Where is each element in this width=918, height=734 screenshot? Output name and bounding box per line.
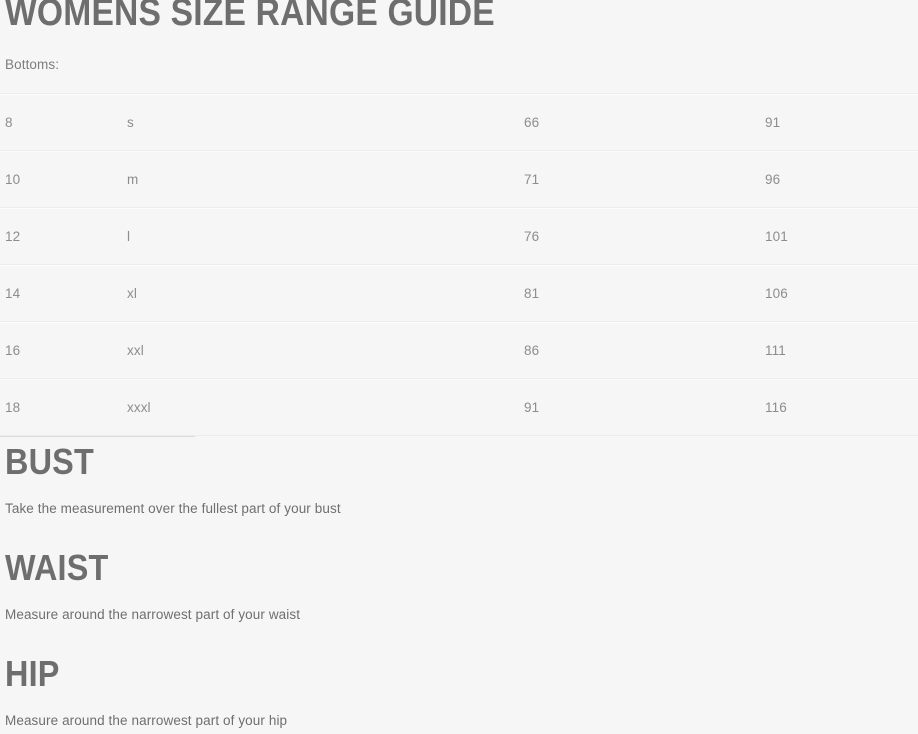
cell-letter: s (126, 93, 523, 151)
page-title: WOMENS SIZE RANGE GUIDE (5, 0, 495, 34)
section-text-hip: Measure around the narrowest part of you… (5, 713, 288, 728)
cell-waist: 76 (523, 207, 764, 265)
section-heading-bust: BUST (5, 441, 94, 482)
section-text-waist: Measure around the narrowest part of you… (5, 607, 301, 622)
cell-size: 12 (0, 207, 126, 265)
cell-waist: 81 (523, 264, 764, 322)
cell-hip: 116 (764, 378, 918, 436)
cell-hip: 111 (764, 321, 918, 379)
cell-waist: 71 (523, 150, 764, 208)
cell-letter: l (126, 207, 523, 265)
cell-hip: 96 (764, 150, 918, 208)
table-row: 18 xxxl 91 116 (0, 378, 918, 436)
table-row: 8 s 66 91 (0, 93, 918, 151)
table-row: 12 l 76 101 (0, 207, 918, 265)
table-row: 10 m 71 96 (0, 150, 918, 208)
section-heading-hip: HIP (5, 653, 60, 694)
table-row: 16 xxl 86 111 (0, 321, 918, 379)
table-row: 14 xl 81 106 (0, 264, 918, 322)
size-range-table: 8 s 66 91 10 m 71 96 12 l 76 101 14 xl 8… (0, 93, 918, 436)
cell-waist: 86 (523, 321, 764, 379)
cell-waist: 91 (523, 378, 764, 436)
cell-size: 10 (0, 150, 126, 208)
cell-letter: m (126, 150, 523, 208)
cell-size: 16 (0, 321, 126, 379)
cell-size: 14 (0, 264, 126, 322)
cell-waist: 66 (523, 93, 764, 151)
section-text-bust: Take the measurement over the fullest pa… (5, 501, 341, 516)
table-intro-label: Bottoms: (5, 57, 60, 72)
cell-letter: xxxl (126, 378, 523, 436)
cell-size: 8 (0, 93, 126, 151)
cell-hip: 91 (764, 93, 918, 151)
cell-letter: xl (126, 264, 523, 322)
section-heading-waist: WAIST (5, 547, 109, 588)
size-range-table-body: 8 s 66 91 10 m 71 96 12 l 76 101 14 xl 8… (0, 93, 918, 436)
cell-size: 18 (0, 378, 126, 436)
cell-hip: 101 (764, 207, 918, 265)
cell-letter: xxl (126, 321, 523, 379)
table-bottom-rule (0, 436, 195, 437)
cell-hip: 106 (764, 264, 918, 322)
